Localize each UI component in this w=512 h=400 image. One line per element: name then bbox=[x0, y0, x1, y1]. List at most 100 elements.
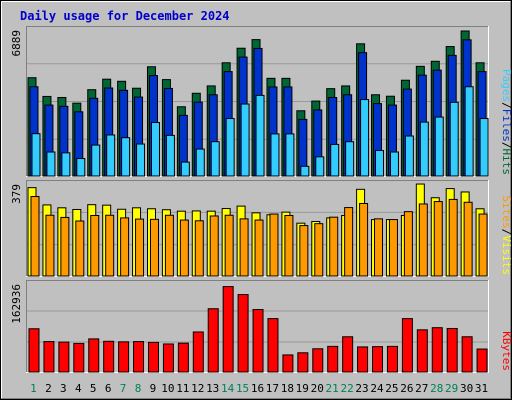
bar-pages-day-16 bbox=[255, 94, 265, 177]
bar-kbytes-day-6 bbox=[103, 340, 115, 373]
x-tick-label: 22 bbox=[340, 382, 353, 395]
bar-sites-day-28 bbox=[433, 201, 443, 277]
bar-pages-day-30 bbox=[464, 86, 474, 177]
x-tick-label: 28 bbox=[430, 382, 443, 395]
x-axis: 1 2 3 4 5 6 7 8 9 10 11 12 13 14 15 16 17 18 19 20 21 22 23 24 2… bbox=[30, 382, 488, 395]
x-tick-label: 19 bbox=[296, 382, 309, 395]
bar-pages-day-20 bbox=[315, 156, 325, 177]
bar-kbytes-day-10 bbox=[162, 343, 174, 373]
bar-sites-day-8 bbox=[135, 218, 145, 277]
bar-sites-day-18 bbox=[284, 214, 294, 277]
bar-kbytes-day-3 bbox=[58, 341, 70, 373]
bar-sites-day-21 bbox=[329, 216, 339, 277]
bar-sites-day-25 bbox=[388, 219, 398, 277]
bar-kbytes-day-25 bbox=[386, 345, 398, 373]
bar-kbytes-day-30 bbox=[461, 336, 473, 373]
x-tick-label: 3 bbox=[60, 382, 67, 395]
x-tick-label: 17 bbox=[266, 382, 279, 395]
x-tick-label: 5 bbox=[90, 382, 97, 395]
bar-sites-day-30 bbox=[463, 201, 473, 277]
x-tick-label: 29 bbox=[445, 382, 458, 395]
legend-visits: Visits bbox=[500, 235, 512, 275]
bar-kbytes-day-20 bbox=[312, 348, 324, 373]
bar-pages-day-19 bbox=[300, 165, 310, 177]
bar-pages-day-4 bbox=[76, 158, 86, 177]
x-tick-label: 25 bbox=[385, 382, 398, 395]
x-tick-label: 31 bbox=[475, 382, 488, 395]
bar-pages-day-15 bbox=[240, 103, 250, 177]
bar-pages-day-25 bbox=[389, 151, 399, 177]
bar-kbytes-day-14 bbox=[222, 286, 234, 373]
x-tick-label: 7 bbox=[120, 382, 127, 395]
panel-2-legend: Sites/Visits bbox=[500, 196, 512, 276]
bar-pages-day-17 bbox=[270, 133, 280, 177]
legend-kbytes: KBytes bbox=[500, 331, 512, 371]
legend-separator: / bbox=[500, 229, 512, 236]
bar-pages-day-21 bbox=[330, 143, 340, 177]
bar-pages-day-23 bbox=[360, 99, 370, 177]
bar-pages-day-12 bbox=[195, 148, 205, 177]
bar-sites-day-24 bbox=[374, 218, 384, 277]
x-tick-label: 1 bbox=[30, 382, 37, 395]
bar-pages-day-1 bbox=[31, 133, 41, 177]
bar-kbytes-day-16 bbox=[252, 309, 264, 373]
panel-2-ymax-label: 379 bbox=[10, 184, 23, 204]
bar-kbytes-day-4 bbox=[73, 342, 85, 373]
bar-kbytes-day-22 bbox=[342, 336, 354, 373]
bar-sites-day-2 bbox=[45, 214, 55, 277]
bar-pages-day-26 bbox=[404, 135, 414, 177]
bar-sites-day-5 bbox=[90, 214, 100, 277]
x-tick-label: 16 bbox=[251, 382, 264, 395]
bar-kbytes-day-7 bbox=[118, 341, 130, 373]
bar-pages-day-31 bbox=[479, 118, 489, 177]
bar-sites-day-31 bbox=[478, 213, 488, 277]
legend-separator: / bbox=[500, 102, 512, 109]
bar-sites-day-7 bbox=[120, 217, 130, 277]
legend-files: Files bbox=[500, 109, 512, 142]
bar-sites-day-29 bbox=[448, 198, 458, 277]
bar-sites-day-20 bbox=[314, 223, 324, 277]
bar-sites-day-27 bbox=[418, 203, 428, 277]
bar-pages-day-11 bbox=[180, 161, 190, 177]
x-tick-label: 13 bbox=[206, 382, 219, 395]
bar-sites-day-6 bbox=[105, 214, 115, 277]
bar-sites-day-15 bbox=[239, 218, 249, 277]
bar-pages-day-22 bbox=[345, 141, 355, 177]
bar-sites-day-26 bbox=[403, 211, 413, 277]
bar-sites-day-14 bbox=[224, 214, 234, 277]
bar-kbytes-day-2 bbox=[43, 341, 55, 373]
panel-1-ymax-label: 6889 bbox=[10, 30, 23, 57]
bar-pages-day-14 bbox=[225, 118, 235, 177]
bar-sites-day-17 bbox=[269, 213, 279, 277]
bar-kbytes-day-12 bbox=[192, 331, 204, 373]
bar-kbytes-day-29 bbox=[446, 327, 458, 373]
bar-sites-day-10 bbox=[164, 214, 174, 277]
bar-pages-day-3 bbox=[61, 152, 71, 177]
bar-sites-day-22 bbox=[344, 207, 354, 277]
bar-kbytes-day-18 bbox=[282, 354, 294, 373]
bar-kbytes-day-23 bbox=[357, 346, 369, 373]
panel-3: 162936 KBytes bbox=[10, 280, 512, 373]
legend-sites: Sites bbox=[500, 196, 512, 229]
bar-sites-day-4 bbox=[75, 220, 85, 277]
x-tick-label: 27 bbox=[415, 382, 428, 395]
x-tick-label: 4 bbox=[75, 382, 82, 395]
bar-sites-day-16 bbox=[254, 219, 264, 277]
bar-pages-day-28 bbox=[434, 116, 444, 177]
x-tick-label: 12 bbox=[191, 382, 204, 395]
bar-pages-day-27 bbox=[419, 121, 429, 177]
legend-separator: / bbox=[500, 142, 512, 149]
bar-sites-day-1 bbox=[30, 196, 40, 277]
x-tick-label: 8 bbox=[135, 382, 142, 395]
x-tick-label: 11 bbox=[176, 382, 189, 395]
bar-sites-day-12 bbox=[194, 220, 204, 277]
x-tick-label: 21 bbox=[326, 382, 339, 395]
panel-3-legend: KBytes bbox=[500, 331, 512, 371]
bar-pages-day-18 bbox=[285, 133, 295, 177]
panel-3-ymax-label: 162936 bbox=[10, 284, 23, 324]
bar-kbytes-day-19 bbox=[297, 352, 309, 373]
x-tick-label: 14 bbox=[221, 382, 235, 395]
bar-kbytes-day-5 bbox=[88, 338, 100, 373]
bar-pages-day-8 bbox=[136, 143, 146, 177]
